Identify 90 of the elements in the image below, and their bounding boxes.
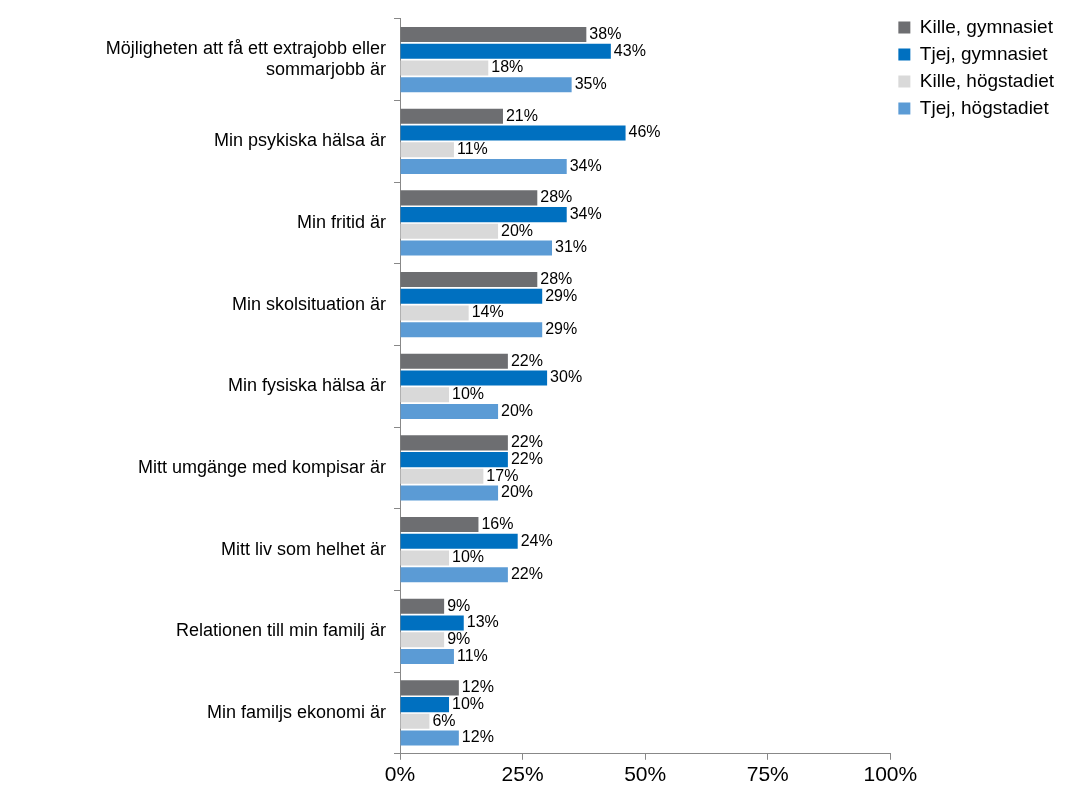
- y-tick-label: Mitt liv som helhet är: [220, 538, 386, 559]
- y-tick-label: Min psykiska hälsa är: [213, 130, 386, 151]
- bar: [400, 435, 508, 451]
- bar: [400, 158, 567, 174]
- data-label: 10%: [452, 385, 485, 403]
- bar: [400, 648, 454, 664]
- bar: [400, 142, 454, 158]
- data-label: 46%: [628, 123, 661, 141]
- bar: [400, 240, 553, 256]
- data-label: 22%: [510, 433, 543, 451]
- data-label: 28%: [540, 269, 573, 287]
- data-label: 9%: [447, 596, 471, 614]
- bar: [400, 207, 567, 223]
- data-label: 28%: [540, 188, 573, 206]
- y-tick-label: Mitt umgänge med kompisar är: [137, 456, 386, 477]
- y-tick-label: Relationen till min familj är: [175, 620, 386, 641]
- bar: [400, 680, 459, 696]
- bar: [400, 713, 430, 729]
- x-tick-label: 0%: [384, 762, 416, 786]
- data-label: 35%: [574, 75, 607, 93]
- data-label: 22%: [510, 565, 543, 583]
- bar: [400, 43, 611, 59]
- bar: [400, 697, 450, 713]
- data-label: 29%: [545, 286, 578, 304]
- legend-label: Kille, högstadiet: [919, 69, 1055, 91]
- bar: [400, 370, 548, 386]
- data-label: 12%: [461, 728, 494, 746]
- bar: [400, 533, 518, 549]
- data-label: 24%: [520, 531, 553, 549]
- bar: [400, 468, 484, 484]
- bar: [400, 60, 489, 76]
- x-tick-label: 100%: [863, 762, 918, 786]
- data-label: 18%: [491, 58, 524, 76]
- bar: [400, 305, 469, 321]
- data-label: 31%: [555, 238, 588, 256]
- data-label: 30%: [550, 368, 583, 386]
- data-label: 21%: [505, 106, 539, 124]
- data-label: 14%: [471, 303, 504, 321]
- bar: [400, 516, 479, 533]
- bar: [400, 125, 626, 141]
- bar: [400, 485, 499, 501]
- bar: [400, 190, 538, 206]
- data-label: 20%: [501, 221, 534, 239]
- data-label: 10%: [452, 695, 485, 712]
- data-label: 38%: [589, 24, 622, 42]
- bar: [400, 26, 587, 43]
- bar: [400, 322, 543, 338]
- y-tick-label: Min fritid är: [296, 211, 387, 232]
- bar: [400, 353, 508, 369]
- data-label: 29%: [545, 320, 578, 338]
- data-label: 34%: [569, 205, 602, 222]
- bar: [400, 598, 445, 614]
- y-tick-label: Min skolsituation är: [231, 293, 386, 314]
- data-label: 9%: [447, 630, 471, 648]
- data-label: 17%: [486, 466, 519, 484]
- data-label: 10%: [452, 548, 485, 566]
- y-tick-label: Min familjs ekonomi är: [206, 701, 386, 722]
- data-label: 20%: [501, 483, 534, 501]
- bar: [400, 288, 543, 304]
- data-label: 22%: [510, 450, 543, 467]
- x-tick-label: 75%: [746, 762, 789, 786]
- legend-label: Tjej, gymnasiet: [919, 42, 1049, 64]
- bar: [400, 452, 508, 468]
- bar: [400, 730, 459, 746]
- bar: [400, 108, 503, 124]
- bar: [400, 403, 499, 419]
- data-label: 6%: [432, 711, 456, 729]
- data-label: 20%: [501, 401, 534, 419]
- y-tick-label: Min fysiska hälsa är: [227, 375, 386, 396]
- data-label: 11%: [456, 140, 488, 158]
- bar: [400, 550, 450, 566]
- legend-label: Tjej, högstadiet: [919, 96, 1050, 118]
- data-label: 43%: [613, 41, 646, 59]
- data-label: 13%: [466, 613, 499, 631]
- bar: [400, 615, 464, 631]
- x-tick-label: 50%: [624, 762, 667, 786]
- data-label: 22%: [510, 351, 543, 369]
- data-label: 11%: [456, 646, 488, 664]
- bar: [400, 632, 445, 648]
- bar: [400, 77, 572, 93]
- data-label: 34%: [569, 156, 602, 174]
- x-tick-label: 25%: [501, 762, 544, 786]
- bar: [400, 387, 450, 403]
- legend-label: Kille, gymnasiet: [919, 15, 1054, 37]
- bar: [400, 567, 508, 583]
- data-label: 16%: [481, 514, 514, 532]
- data-label: 12%: [461, 678, 494, 696]
- bar: [400, 271, 538, 288]
- y-tick-label: Möjligheten att få ett extrajobb eller sommarjobb är: [105, 37, 386, 80]
- bar: [400, 223, 499, 239]
